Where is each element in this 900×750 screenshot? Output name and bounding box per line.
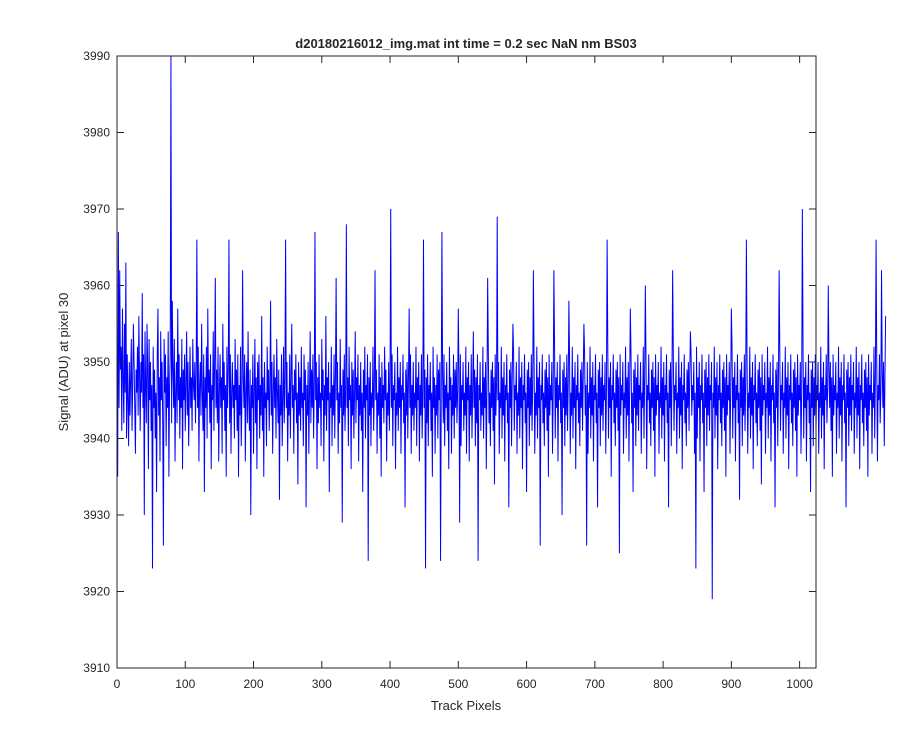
x-tick-label: 200 [244,677,264,691]
x-axis-label: Track Pixels [431,698,502,713]
y-axis-label: Signal (ADU) at pixel 30 [56,293,71,432]
y-tick-label: 3990 [83,49,110,63]
x-tick-label: 1000 [786,677,813,691]
x-tick-label: 700 [585,677,605,691]
y-tick-label: 3970 [83,202,110,216]
y-tick-label: 3940 [83,432,110,446]
y-tick-label: 3930 [83,508,110,522]
x-tick-label: 900 [721,677,741,691]
series-line [117,55,887,600]
x-tick-label: 600 [517,677,537,691]
x-tick-label: 0 [114,677,121,691]
axis-ticks: 0 100 200 300 400 500 600 700 800 900 1000 3910 3920… [83,49,816,691]
y-tick-label: 3980 [83,126,110,140]
y-tick-label: 3960 [83,279,110,293]
x-tick-label: 400 [380,677,400,691]
x-tick-label: 100 [175,677,195,691]
y-tick-label: 3920 [83,585,110,599]
x-tick-label: 800 [653,677,673,691]
x-tick-label: 300 [312,677,332,691]
y-tick-label: 3910 [83,661,110,675]
chart-title: d20180216012_img.mat int time = 0.2 sec … [295,36,636,51]
y-tick-label: 3950 [83,355,110,369]
axes-box [116,55,817,669]
x-tick-label: 500 [448,677,468,691]
